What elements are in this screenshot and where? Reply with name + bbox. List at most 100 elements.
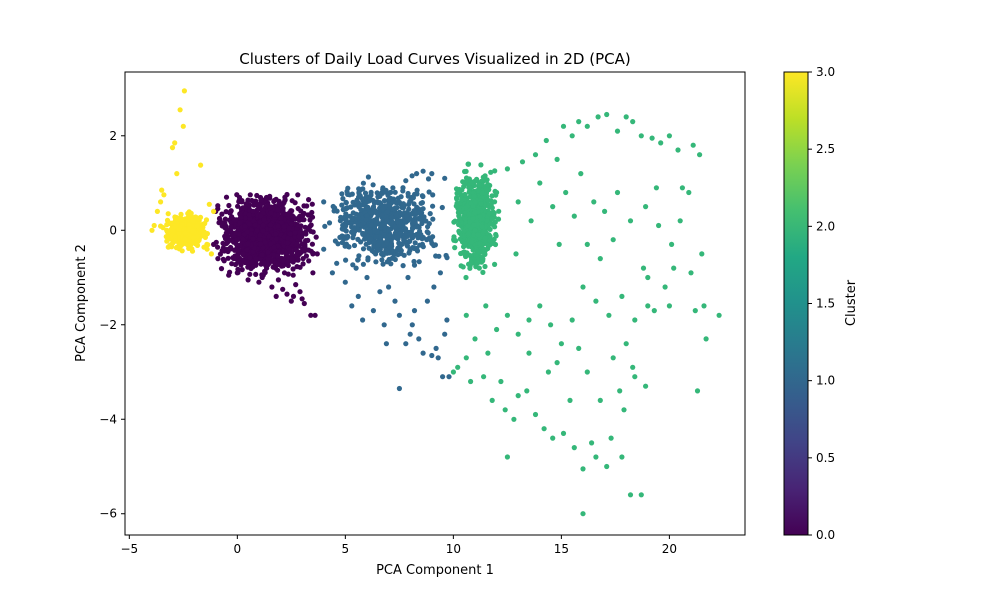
- data-point: [595, 114, 601, 120]
- data-point: [308, 222, 314, 228]
- data-point: [278, 215, 284, 221]
- data-point: [381, 198, 388, 204]
- data-point: [442, 175, 448, 181]
- data-point: [294, 264, 300, 270]
- data-point: [381, 243, 387, 249]
- data-point: [504, 312, 510, 318]
- data-point: [465, 231, 471, 237]
- data-point: [182, 230, 188, 236]
- data-point: [215, 203, 221, 209]
- data-point: [576, 345, 582, 351]
- data-point: [675, 147, 681, 153]
- data-point: [556, 241, 562, 247]
- data-point: [366, 245, 372, 251]
- data-point: [161, 192, 167, 198]
- data-point: [273, 293, 279, 299]
- colorbar-tick-label: 3.0: [816, 65, 835, 79]
- data-point: [400, 201, 406, 207]
- data-point: [412, 240, 418, 246]
- data-point: [364, 213, 370, 219]
- data-point: [467, 219, 473, 225]
- data-point: [275, 223, 281, 229]
- data-point: [250, 236, 256, 242]
- data-point: [649, 135, 655, 141]
- data-point: [643, 204, 649, 210]
- data-point: [371, 240, 377, 246]
- data-point: [334, 260, 340, 266]
- data-point: [180, 123, 186, 129]
- data-point: [406, 206, 412, 212]
- data-point: [651, 308, 657, 314]
- data-point: [275, 261, 281, 267]
- plot-frame: [124, 71, 746, 536]
- data-point: [168, 242, 174, 248]
- data-point: [242, 223, 248, 229]
- data-point: [476, 265, 482, 271]
- data-point: [462, 216, 468, 222]
- data-point: [190, 228, 196, 234]
- data-point: [429, 171, 435, 177]
- data-point: [567, 397, 573, 403]
- data-point: [290, 266, 296, 272]
- data-point: [400, 263, 406, 269]
- data-point: [309, 241, 315, 247]
- y-tick-label: −6: [99, 507, 117, 521]
- data-point: [368, 236, 374, 242]
- data-point: [365, 257, 371, 263]
- data-point: [384, 217, 390, 223]
- data-point: [295, 215, 301, 221]
- data-point: [237, 231, 243, 237]
- colorbar-tick-label: 1.0: [816, 374, 835, 388]
- data-point: [247, 192, 253, 198]
- data-point: [339, 202, 345, 208]
- data-point: [199, 227, 205, 233]
- data-point: [228, 244, 234, 251]
- data-point: [493, 233, 499, 239]
- data-point: [431, 284, 437, 290]
- data-point: [679, 185, 686, 191]
- data-point: [662, 284, 668, 290]
- data-point: [435, 355, 441, 361]
- data-point: [638, 133, 644, 139]
- x-tick-label: 0: [234, 542, 242, 556]
- data-point: [360, 317, 366, 323]
- data-point: [393, 212, 399, 218]
- data-point: [488, 169, 494, 175]
- data-point: [288, 298, 294, 304]
- data-point: [379, 190, 385, 196]
- data-point: [619, 293, 625, 299]
- data-point: [223, 209, 229, 215]
- data-point: [351, 242, 358, 249]
- data-point: [424, 298, 430, 304]
- data-point: [364, 274, 370, 281]
- data-point: [498, 378, 504, 385]
- data-point: [194, 215, 200, 221]
- data-point: [164, 222, 170, 228]
- data-point: [492, 219, 498, 225]
- data-point: [483, 186, 489, 192]
- data-point: [465, 161, 471, 167]
- data-point: [580, 284, 586, 290]
- data-point: [584, 369, 590, 375]
- data-point: [215, 244, 221, 250]
- data-point: [350, 262, 356, 268]
- data-point: [237, 211, 243, 217]
- data-point: [165, 211, 171, 217]
- data-point: [578, 171, 584, 177]
- data-point: [304, 203, 310, 209]
- data-point: [563, 189, 569, 196]
- data-point: [406, 216, 412, 222]
- data-point: [459, 196, 465, 203]
- data-point: [571, 213, 577, 219]
- data-point: [223, 230, 229, 236]
- data-point: [201, 231, 207, 237]
- data-point: [397, 247, 404, 253]
- data-point: [446, 374, 452, 380]
- data-point: [215, 256, 221, 262]
- data-point: [225, 255, 231, 261]
- y-tick-label: −2: [99, 318, 117, 332]
- x-tick-label: 15: [554, 542, 569, 556]
- data-point: [403, 178, 409, 184]
- data-point: [406, 250, 412, 256]
- data-point: [604, 463, 610, 470]
